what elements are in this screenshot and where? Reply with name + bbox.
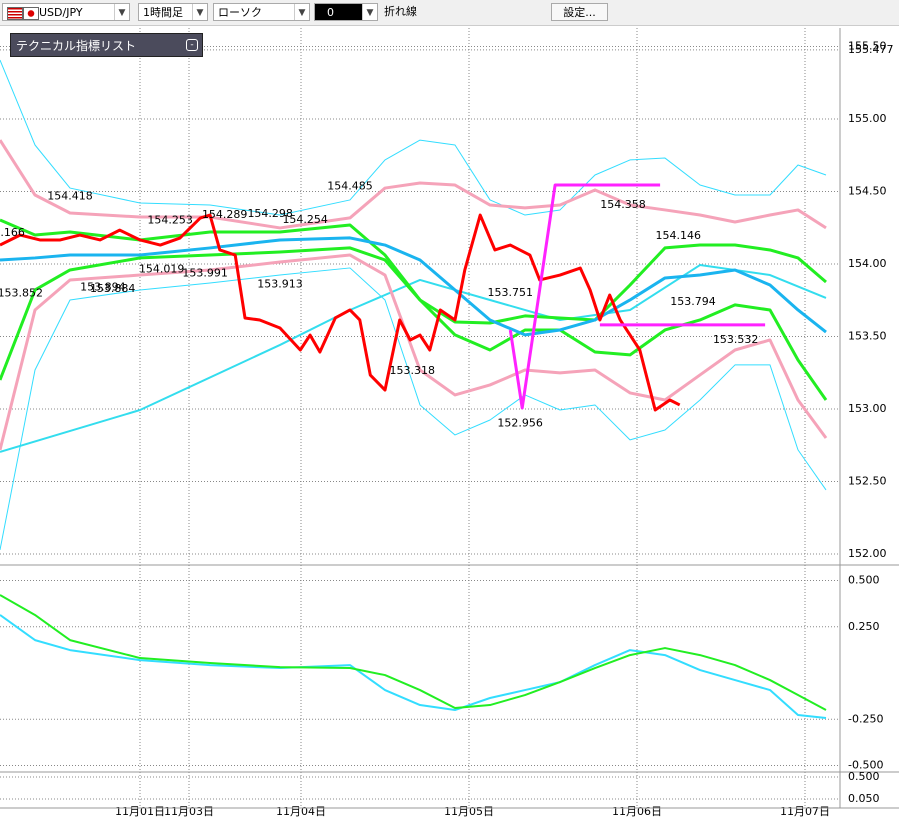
- flag-jp: [23, 7, 39, 20]
- line: [0, 236, 827, 337]
- y-tick-label: 154.50: [848, 185, 887, 198]
- x-tick-label: 11月07日: [780, 805, 830, 818]
- y-tick-label: 152.00: [848, 547, 887, 560]
- line: [0, 253, 828, 451]
- x-tick-label: 11月01日: [115, 805, 165, 818]
- panel-title: テクニカル指標リスト: [16, 39, 137, 53]
- y-tick-label: 154.00: [848, 257, 887, 270]
- line: [0, 264, 827, 453]
- line: [0, 218, 827, 325]
- price-label: 154.019: [139, 262, 185, 275]
- y-tick-label: 155.477: [848, 43, 894, 56]
- price-label: 154.253: [147, 213, 193, 226]
- price-label: 152.956: [497, 416, 543, 429]
- line: [0, 139, 827, 230]
- y-tick-label: 152.50: [848, 474, 887, 487]
- timeframe-select[interactable]: 1時間足 ▼: [138, 3, 208, 21]
- y-tick-label: 0.500: [848, 574, 880, 587]
- symbol-select[interactable]: USD/JPY ▼: [2, 3, 130, 21]
- chart-type-select[interactable]: ローソク ▼: [213, 3, 310, 21]
- price-label: 154.418: [47, 189, 93, 202]
- line: [0, 614, 827, 719]
- price-label: 153.751: [488, 286, 534, 299]
- dropdown: ▼: [114, 4, 129, 20]
- y-tick-label: 155.50: [848, 40, 887, 53]
- x-tick-label: 11月06日: [612, 805, 662, 818]
- y-tick-label: 0.250: [848, 620, 880, 633]
- line-type-text: 折れ線: [384, 5, 417, 18]
- symbol: USD/JPY: [39, 6, 83, 19]
- y-tick-label: -0.250: [848, 712, 883, 725]
- line: [0, 213, 681, 412]
- y-tick-label: 155.00: [848, 112, 887, 125]
- price-label: 153.991: [182, 266, 228, 279]
- y-tick-label: -0.500: [848, 759, 883, 772]
- price-label: 154.298: [247, 207, 293, 220]
- price-label: 153.913: [257, 278, 303, 291]
- x-tick-label: 11月04日: [276, 805, 326, 818]
- collapse-button[interactable]: -: [186, 39, 198, 51]
- x-tick-label: 11月05日: [444, 805, 494, 818]
- settings-button[interactable]: 設定...: [551, 3, 608, 21]
- dropdown: ▼: [294, 4, 309, 20]
- price-label: 153.894: [80, 280, 126, 293]
- y-tick-label: 0.050: [848, 792, 880, 805]
- indicator-panel[interactable]: テクニカル指標リスト -: [10, 33, 203, 57]
- y-tick-label: 0.500: [848, 770, 880, 783]
- settings: 設定...: [563, 6, 596, 19]
- y-tick-label: 153.00: [848, 402, 887, 415]
- input: 0: [327, 6, 334, 19]
- timeframe: 1時間足: [143, 6, 183, 19]
- dropdown: ▼: [362, 4, 377, 20]
- price-label: 154.146: [656, 229, 702, 242]
- line-type[interactable]: 折れ線: [380, 3, 530, 21]
- flag-us: [7, 7, 23, 20]
- line: [0, 246, 828, 401]
- y-tick-label: 153.50: [848, 330, 887, 343]
- input-select[interactable]: 0 ▼: [314, 3, 378, 21]
- price-label: 153.532: [713, 333, 759, 346]
- price-label: 154.166: [0, 226, 25, 239]
- dropdown: ▼: [192, 4, 207, 20]
- price-label: 153.884: [90, 282, 136, 295]
- price-label: 153.852: [0, 286, 43, 299]
- line: [508, 183, 661, 410]
- x-tick-label: 11月03日: [164, 805, 214, 818]
- line: [0, 594, 827, 711]
- price-label: 154.485: [327, 180, 373, 193]
- line: [0, 267, 827, 551]
- line: [0, 59, 827, 216]
- price-label: 153.318: [390, 364, 436, 377]
- price-label: 153.794: [670, 295, 716, 308]
- toolbar: USD/JPY ▼ 1時間足 ▼ ローソク ▼ 0 ▼ 折れ線 設定...: [0, 0, 899, 26]
- price-label: 154.254: [282, 213, 328, 226]
- price-label: 154.289: [202, 208, 248, 221]
- price-label: 154.358: [600, 198, 646, 211]
- chart-type: ローソク: [218, 6, 262, 19]
